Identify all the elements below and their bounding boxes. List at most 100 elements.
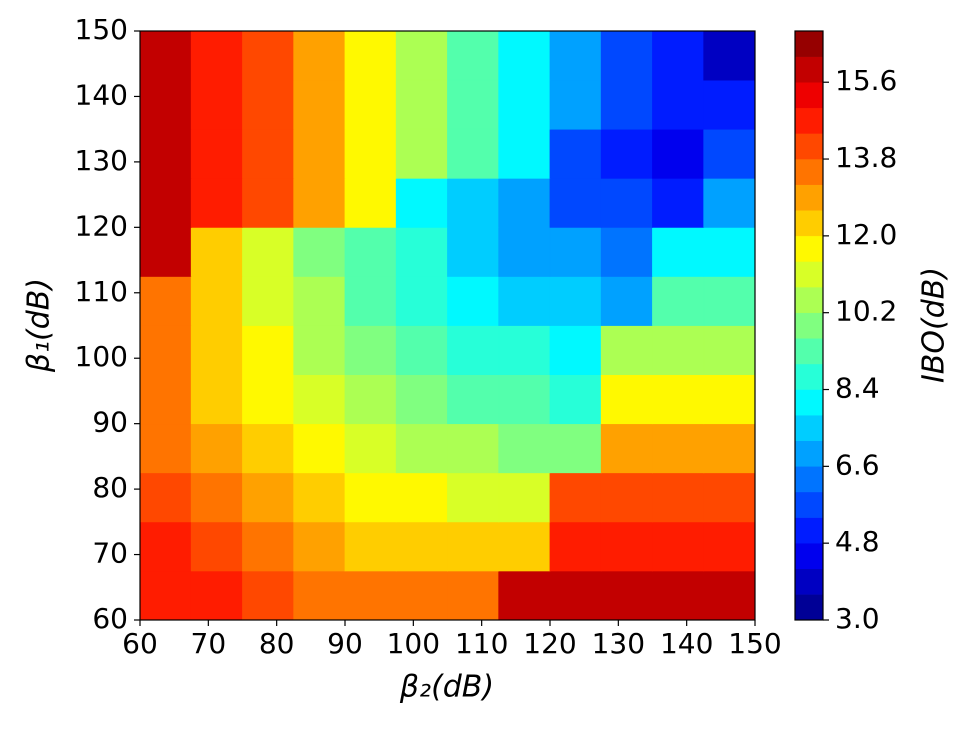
colorbar-band bbox=[794, 56, 824, 83]
contour-cell bbox=[703, 79, 756, 130]
contour-cell bbox=[447, 79, 500, 130]
contour-cell bbox=[498, 226, 551, 277]
contour-cell bbox=[242, 226, 295, 277]
contour-cell bbox=[447, 570, 500, 621]
contour-cell bbox=[652, 374, 705, 425]
contour-cell bbox=[600, 570, 653, 621]
contour-cell bbox=[447, 472, 500, 523]
contour-cell bbox=[395, 521, 448, 572]
contour-cell bbox=[652, 423, 705, 474]
contour-cell bbox=[139, 226, 192, 277]
x-tick-label: 60 bbox=[122, 627, 158, 660]
contour-cell bbox=[139, 177, 192, 228]
contour-cell bbox=[293, 472, 346, 523]
contour-cell bbox=[549, 30, 602, 81]
contour-cell bbox=[600, 325, 653, 375]
contour-cell bbox=[703, 128, 756, 179]
contour-cell bbox=[703, 30, 756, 81]
contour-cell bbox=[293, 521, 346, 572]
contour-cell bbox=[549, 374, 602, 425]
colorbar-tick-label: 15.6 bbox=[835, 64, 897, 97]
contour-cell bbox=[549, 276, 602, 326]
contour-cell bbox=[139, 374, 192, 425]
colorbar-band bbox=[794, 81, 824, 109]
contour-cell bbox=[652, 570, 705, 621]
contour-cell bbox=[293, 128, 346, 179]
contour-cell bbox=[190, 226, 243, 277]
colorbar-band bbox=[794, 30, 824, 57]
contour-cell bbox=[447, 30, 500, 81]
contour-cell bbox=[395, 570, 448, 621]
contour-cell bbox=[549, 570, 602, 621]
contour-cell bbox=[652, 30, 705, 81]
y-axis-label: β₁(dB) bbox=[22, 278, 57, 373]
contour-cell bbox=[139, 325, 192, 375]
colorbar-band bbox=[794, 414, 824, 441]
colorbar-band bbox=[794, 210, 824, 237]
contour-cell bbox=[703, 570, 756, 621]
x-axis-label: β₂(dB) bbox=[399, 670, 494, 705]
colorbar-band bbox=[794, 440, 824, 467]
contour-cell bbox=[344, 325, 397, 375]
contour-cell bbox=[190, 30, 243, 81]
y-tick-label: 70 bbox=[92, 537, 128, 570]
colorbar-band bbox=[794, 107, 824, 134]
contour-cell bbox=[600, 79, 653, 130]
contour-cell bbox=[190, 79, 243, 130]
contour-cell bbox=[190, 570, 243, 621]
contour-cell bbox=[242, 472, 295, 523]
contour-cell bbox=[242, 374, 295, 425]
contour-cell bbox=[498, 177, 551, 228]
contour-cell bbox=[293, 423, 346, 474]
contour-cell bbox=[293, 30, 346, 81]
colorbar-tick-label: 6.6 bbox=[835, 448, 880, 481]
colorbar-band bbox=[794, 466, 824, 493]
colorbar-band bbox=[794, 158, 824, 185]
contour-cell bbox=[549, 128, 602, 179]
contour-cell bbox=[139, 472, 192, 523]
colorbar bbox=[794, 30, 824, 621]
contour-cell bbox=[293, 570, 346, 621]
contour-cell bbox=[498, 570, 551, 621]
y-tick-label: 100 bbox=[75, 340, 128, 373]
colorbar-tick-label: 10.2 bbox=[835, 295, 897, 328]
contour-cell bbox=[293, 325, 346, 375]
contour-cell bbox=[652, 276, 705, 326]
contour-cell bbox=[447, 374, 500, 425]
contour-cell bbox=[498, 374, 551, 425]
contour-cell bbox=[447, 325, 500, 375]
colorbar-band bbox=[794, 184, 824, 211]
contour-cell bbox=[395, 128, 448, 179]
contour-cell bbox=[703, 472, 756, 523]
contour-cell bbox=[139, 570, 192, 621]
x-tick-label: 140 bbox=[660, 627, 713, 660]
contour-cell bbox=[344, 177, 397, 228]
contour-cell bbox=[344, 521, 397, 572]
x-tick-label: 90 bbox=[327, 627, 363, 660]
colorbar-tick-label: 13.8 bbox=[835, 141, 897, 174]
x-tick-label: 80 bbox=[259, 627, 295, 660]
contour-cell bbox=[293, 374, 346, 425]
contour-cell bbox=[293, 276, 346, 326]
contour-cell bbox=[703, 325, 756, 375]
contour-cell bbox=[293, 79, 346, 130]
colorbar-tick-label: 8.4 bbox=[835, 372, 880, 405]
contour-cell bbox=[600, 423, 653, 474]
contour-cell bbox=[549, 472, 602, 523]
contour-cell bbox=[600, 472, 653, 523]
contour-cell bbox=[139, 423, 192, 474]
contour-cell bbox=[498, 79, 551, 130]
colorbar-band bbox=[794, 286, 824, 313]
colorbar-band bbox=[794, 594, 824, 621]
colorbar-frame bbox=[794, 30, 824, 621]
contour-cell bbox=[190, 521, 243, 572]
contour-cell bbox=[395, 325, 448, 375]
contour-cell bbox=[549, 423, 602, 474]
contour-cell bbox=[139, 521, 192, 572]
contour-cell bbox=[395, 472, 448, 523]
contour-cell bbox=[293, 177, 346, 228]
contour-cell bbox=[242, 325, 295, 375]
contour-cell bbox=[242, 79, 295, 130]
contour-cell bbox=[242, 423, 295, 474]
